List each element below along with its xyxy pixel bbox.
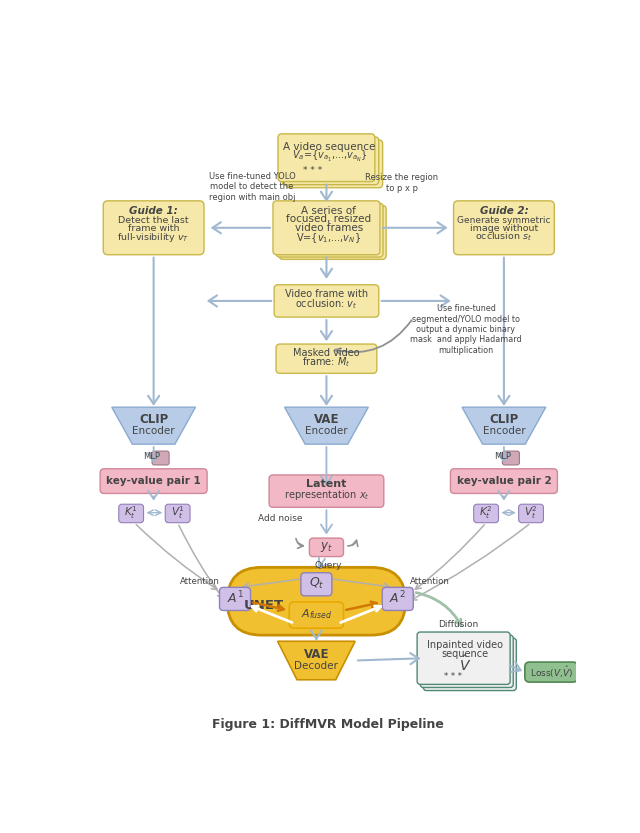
- Text: Encoder: Encoder: [305, 426, 348, 436]
- FancyBboxPatch shape: [451, 469, 557, 493]
- Text: Loss($V$,$\hat{V}$): Loss($V$,$\hat{V}$): [529, 664, 573, 680]
- Polygon shape: [462, 407, 546, 444]
- Text: focused, resized: focused, resized: [286, 214, 371, 224]
- Text: UNET: UNET: [244, 599, 284, 611]
- FancyBboxPatch shape: [103, 201, 204, 255]
- Text: Attention: Attention: [410, 576, 450, 586]
- Text: key-value pair 2: key-value pair 2: [456, 476, 551, 486]
- Text: representation $x_t$: representation $x_t$: [284, 488, 369, 502]
- Text: CLIP: CLIP: [139, 413, 168, 426]
- FancyBboxPatch shape: [420, 635, 513, 687]
- Text: * * *: * * *: [444, 672, 462, 681]
- Text: * * *: * * *: [303, 166, 322, 175]
- FancyBboxPatch shape: [309, 538, 344, 556]
- Text: Figure 1: DiffMVR Model Pipeline: Figure 1: DiffMVR Model Pipeline: [212, 718, 444, 731]
- Text: $A_{fused}$: $A_{fused}$: [301, 607, 332, 621]
- Text: Masked video: Masked video: [293, 347, 360, 357]
- FancyBboxPatch shape: [100, 469, 207, 493]
- Text: sequence: sequence: [442, 650, 489, 660]
- Text: image without: image without: [470, 224, 538, 233]
- Text: CLIP: CLIP: [490, 413, 518, 426]
- Text: Latent: Latent: [307, 479, 347, 489]
- Text: video frames: video frames: [294, 222, 363, 232]
- Text: Generate symmetric: Generate symmetric: [457, 216, 550, 225]
- FancyBboxPatch shape: [474, 504, 499, 522]
- Text: VAE: VAE: [303, 648, 329, 661]
- Polygon shape: [278, 641, 355, 680]
- FancyBboxPatch shape: [152, 451, 169, 465]
- FancyBboxPatch shape: [518, 504, 543, 522]
- Text: A video sequence: A video sequence: [284, 142, 376, 152]
- Text: Query: Query: [314, 561, 342, 570]
- Text: $Q_t$: $Q_t$: [308, 576, 324, 591]
- FancyBboxPatch shape: [276, 203, 383, 257]
- FancyBboxPatch shape: [278, 134, 375, 182]
- Text: Guide 2:: Guide 2:: [479, 206, 528, 216]
- Text: $A^2$: $A^2$: [389, 590, 406, 606]
- Text: $K_t^1$: $K_t^1$: [124, 504, 138, 521]
- Text: Guide 1:: Guide 1:: [129, 206, 178, 216]
- Text: frame: $M_t$: frame: $M_t$: [302, 356, 351, 369]
- FancyBboxPatch shape: [525, 662, 577, 682]
- FancyBboxPatch shape: [289, 602, 344, 628]
- Text: Use fine-tuned
segmented/YOLO model to
output a dynamic binary
mask  and apply H: Use fine-tuned segmented/YOLO model to o…: [410, 304, 522, 355]
- FancyBboxPatch shape: [382, 587, 413, 611]
- Text: $V_a$={$v_{a_1}$,...,$v_{a_N}$}: $V_a$={$v_{a_1}$,...,$v_{a_N}$}: [292, 149, 367, 164]
- FancyBboxPatch shape: [282, 137, 379, 185]
- Text: Resize the region
to p x p: Resize the region to p x p: [365, 173, 438, 192]
- Text: occlusion: $v_t$: occlusion: $v_t$: [295, 297, 358, 311]
- FancyBboxPatch shape: [454, 201, 554, 255]
- FancyBboxPatch shape: [276, 344, 377, 373]
- FancyBboxPatch shape: [165, 504, 190, 522]
- Text: Encoder: Encoder: [483, 426, 525, 436]
- Text: occlusion $s_t$: occlusion $s_t$: [476, 231, 532, 243]
- Text: $y_t$: $y_t$: [320, 541, 333, 554]
- FancyBboxPatch shape: [301, 573, 332, 596]
- FancyBboxPatch shape: [286, 140, 383, 187]
- Text: Inpainted video: Inpainted video: [427, 640, 503, 650]
- Text: MLP: MLP: [494, 452, 511, 461]
- Text: V={$v_1$,...,$v_N$}: V={$v_1$,...,$v_N$}: [296, 231, 362, 245]
- FancyBboxPatch shape: [273, 201, 380, 255]
- FancyBboxPatch shape: [502, 451, 520, 465]
- FancyBboxPatch shape: [423, 638, 516, 691]
- Polygon shape: [112, 407, 195, 444]
- Text: Encoder: Encoder: [132, 426, 175, 436]
- Text: key-value pair 1: key-value pair 1: [106, 476, 201, 486]
- Text: Attention: Attention: [180, 576, 220, 586]
- Polygon shape: [285, 407, 368, 444]
- FancyBboxPatch shape: [279, 206, 386, 259]
- Text: VAE: VAE: [314, 413, 339, 426]
- Text: $\hat{V}$: $\hat{V}$: [459, 655, 471, 674]
- Text: frame with: frame with: [128, 224, 179, 233]
- FancyBboxPatch shape: [417, 632, 510, 685]
- Text: Use fine-tuned YOLO
model to detect the
region with main obj: Use fine-tuned YOLO model to detect the …: [209, 172, 296, 202]
- Text: Video frame with: Video frame with: [285, 289, 368, 299]
- Text: MLP: MLP: [143, 452, 161, 461]
- Text: Detect the last: Detect the last: [118, 216, 189, 225]
- Text: $V_t^2$: $V_t^2$: [524, 504, 538, 521]
- Text: full-visibility $v_T$: full-visibility $v_T$: [118, 231, 190, 243]
- Text: Decoder: Decoder: [294, 661, 339, 671]
- Text: Add noise: Add noise: [258, 514, 302, 522]
- Text: $A^1$: $A^1$: [227, 590, 243, 606]
- FancyBboxPatch shape: [269, 475, 384, 507]
- Text: $K_t^2$: $K_t^2$: [479, 504, 493, 521]
- Text: $V_t^1$: $V_t^1$: [171, 504, 184, 521]
- FancyBboxPatch shape: [227, 567, 406, 635]
- FancyBboxPatch shape: [119, 504, 143, 522]
- Text: A series of: A series of: [301, 206, 356, 216]
- FancyBboxPatch shape: [274, 285, 379, 317]
- Text: Diffusion: Diffusion: [438, 620, 478, 629]
- FancyBboxPatch shape: [220, 587, 250, 611]
